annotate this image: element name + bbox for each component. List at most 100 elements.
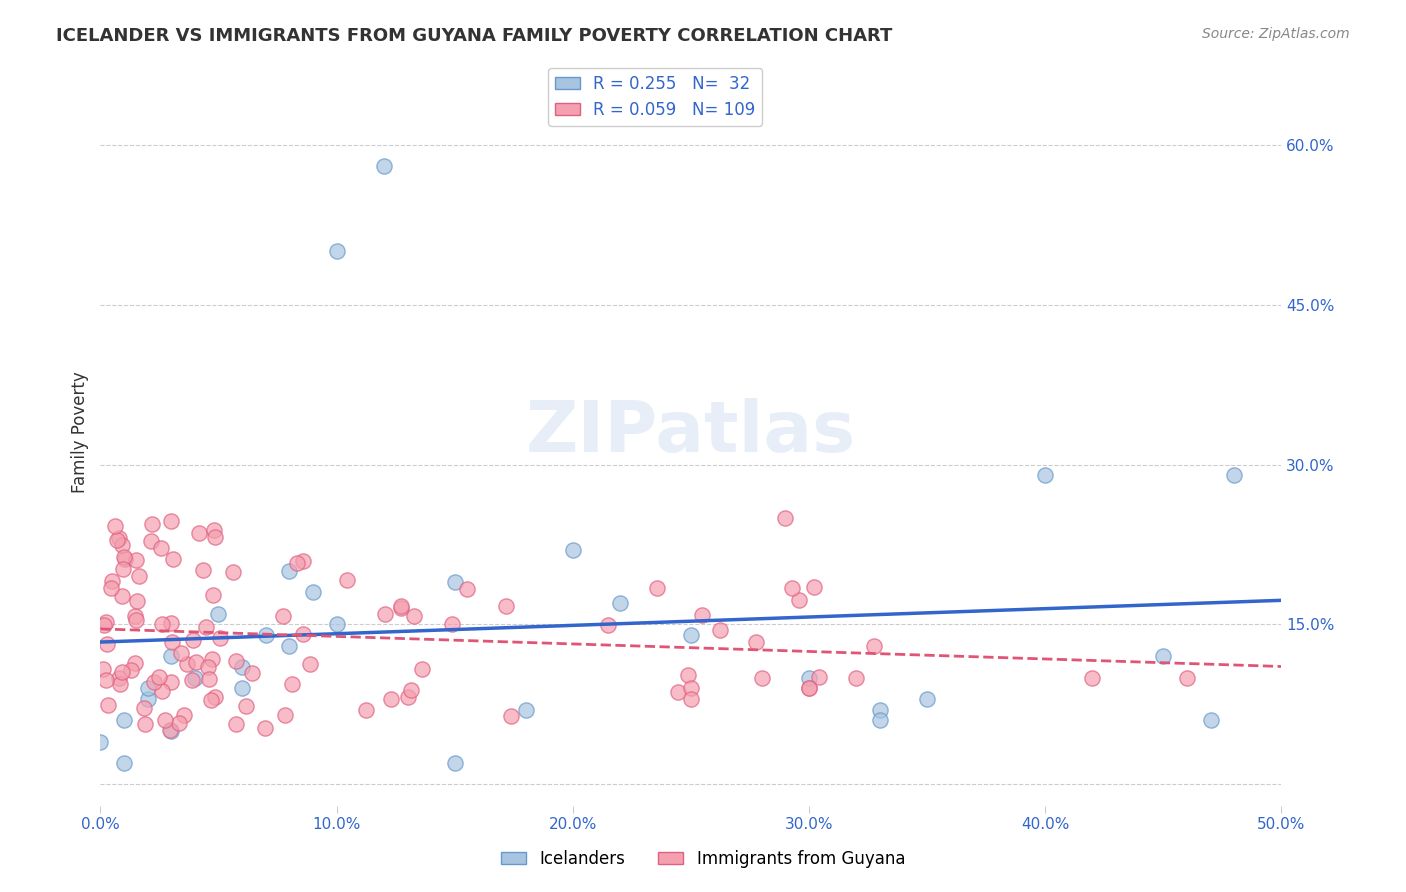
Immigrants from Guyana bbox=[200, 693, 222, 707]
Immigrants from Guyana bbox=[141, 516, 163, 531]
Immigrants from Guyana bbox=[167, 716, 190, 731]
Text: Source: ZipAtlas.com: Source: ZipAtlas.com bbox=[1202, 27, 1350, 41]
Immigrants from Guyana bbox=[160, 514, 183, 528]
Icelanders bbox=[278, 639, 301, 653]
Immigrants from Guyana bbox=[862, 640, 884, 654]
Immigrants from Guyana bbox=[208, 631, 231, 645]
Immigrants from Guyana bbox=[125, 614, 148, 628]
Immigrants from Guyana bbox=[105, 533, 128, 547]
Immigrants from Guyana bbox=[411, 662, 433, 676]
Icelanders bbox=[443, 756, 465, 770]
Icelanders bbox=[184, 671, 207, 685]
Immigrants from Guyana bbox=[1081, 671, 1104, 685]
Immigrants from Guyana bbox=[160, 675, 183, 690]
Icelanders bbox=[1199, 714, 1222, 728]
Immigrants from Guyana bbox=[180, 673, 202, 687]
Immigrants from Guyana bbox=[679, 681, 702, 696]
Immigrants from Guyana bbox=[107, 531, 129, 545]
Immigrants from Guyana bbox=[299, 657, 322, 672]
Icelanders bbox=[1223, 468, 1246, 483]
Immigrants from Guyana bbox=[285, 557, 308, 571]
Immigrants from Guyana bbox=[797, 681, 820, 696]
Immigrants from Guyana bbox=[225, 716, 247, 731]
Immigrants from Guyana bbox=[170, 647, 193, 661]
Immigrants from Guyana bbox=[162, 552, 184, 566]
Immigrants from Guyana bbox=[676, 668, 699, 682]
Immigrants from Guyana bbox=[201, 652, 224, 666]
Immigrants from Guyana bbox=[389, 599, 412, 613]
Immigrants from Guyana bbox=[456, 582, 478, 597]
Immigrants from Guyana bbox=[132, 700, 155, 714]
Text: ICELANDER VS IMMIGRANTS FROM GUYANA FAMILY POVERTY CORRELATION CHART: ICELANDER VS IMMIGRANTS FROM GUYANA FAMI… bbox=[56, 27, 893, 45]
Immigrants from Guyana bbox=[336, 573, 359, 587]
Immigrants from Guyana bbox=[745, 635, 768, 649]
Immigrants from Guyana bbox=[399, 682, 422, 697]
Immigrants from Guyana bbox=[150, 541, 173, 555]
Immigrants from Guyana bbox=[125, 552, 148, 566]
Icelanders bbox=[325, 244, 347, 259]
Immigrants from Guyana bbox=[191, 563, 214, 577]
Icelanders bbox=[207, 607, 229, 621]
Immigrants from Guyana bbox=[160, 615, 183, 630]
Immigrants from Guyana bbox=[807, 670, 830, 684]
Icelanders bbox=[869, 714, 891, 728]
Immigrants from Guyana bbox=[187, 525, 209, 540]
Icelanders bbox=[1152, 649, 1174, 664]
Immigrants from Guyana bbox=[159, 723, 181, 737]
Immigrants from Guyana bbox=[501, 709, 523, 723]
Immigrants from Guyana bbox=[114, 551, 136, 566]
Immigrants from Guyana bbox=[112, 562, 135, 576]
Immigrants from Guyana bbox=[127, 594, 149, 608]
Immigrants from Guyana bbox=[598, 618, 620, 632]
Immigrants from Guyana bbox=[204, 530, 226, 544]
Icelanders bbox=[160, 649, 183, 664]
Immigrants from Guyana bbox=[1175, 671, 1198, 685]
Immigrants from Guyana bbox=[93, 618, 115, 632]
Immigrants from Guyana bbox=[292, 554, 315, 568]
Immigrants from Guyana bbox=[100, 581, 122, 595]
Immigrants from Guyana bbox=[374, 607, 396, 621]
Immigrants from Guyana bbox=[160, 635, 183, 649]
Immigrants from Guyana bbox=[94, 673, 117, 688]
Legend: Icelanders, Immigrants from Guyana: Icelanders, Immigrants from Guyana bbox=[494, 844, 912, 875]
Icelanders bbox=[609, 596, 631, 610]
Icelanders bbox=[797, 671, 820, 685]
Icelanders bbox=[160, 724, 183, 739]
Immigrants from Guyana bbox=[440, 616, 463, 631]
Icelanders bbox=[302, 585, 325, 599]
Immigrants from Guyana bbox=[184, 655, 207, 669]
Immigrants from Guyana bbox=[679, 692, 702, 706]
Immigrants from Guyana bbox=[101, 574, 124, 589]
Immigrants from Guyana bbox=[181, 632, 204, 647]
Immigrants from Guyana bbox=[148, 670, 170, 684]
Immigrants from Guyana bbox=[204, 690, 226, 704]
Immigrants from Guyana bbox=[354, 703, 377, 717]
Icelanders bbox=[278, 564, 301, 578]
Icelanders bbox=[325, 617, 347, 632]
Immigrants from Guyana bbox=[150, 616, 173, 631]
Icelanders bbox=[561, 542, 583, 557]
Immigrants from Guyana bbox=[254, 721, 277, 735]
Immigrants from Guyana bbox=[153, 713, 176, 727]
Immigrants from Guyana bbox=[780, 581, 803, 595]
Legend: R = 0.255   N=  32, R = 0.059   N= 109: R = 0.255 N= 32, R = 0.059 N= 109 bbox=[548, 68, 762, 126]
Icelanders bbox=[869, 703, 891, 717]
Immigrants from Guyana bbox=[112, 549, 135, 564]
Immigrants from Guyana bbox=[803, 580, 825, 594]
Immigrants from Guyana bbox=[111, 538, 134, 552]
Immigrants from Guyana bbox=[404, 609, 426, 624]
Immigrants from Guyana bbox=[222, 565, 245, 579]
Immigrants from Guyana bbox=[124, 657, 146, 671]
Immigrants from Guyana bbox=[389, 601, 412, 615]
Immigrants from Guyana bbox=[176, 657, 198, 671]
Immigrants from Guyana bbox=[143, 675, 166, 690]
Icelanders bbox=[443, 574, 465, 589]
Immigrants from Guyana bbox=[797, 681, 820, 696]
Immigrants from Guyana bbox=[495, 599, 517, 614]
Immigrants from Guyana bbox=[271, 609, 294, 624]
Immigrants from Guyana bbox=[291, 627, 314, 641]
Y-axis label: Family Poverty: Family Poverty bbox=[72, 372, 89, 493]
Icelanders bbox=[136, 692, 159, 706]
Icelanders bbox=[254, 628, 277, 642]
Immigrants from Guyana bbox=[94, 615, 117, 629]
